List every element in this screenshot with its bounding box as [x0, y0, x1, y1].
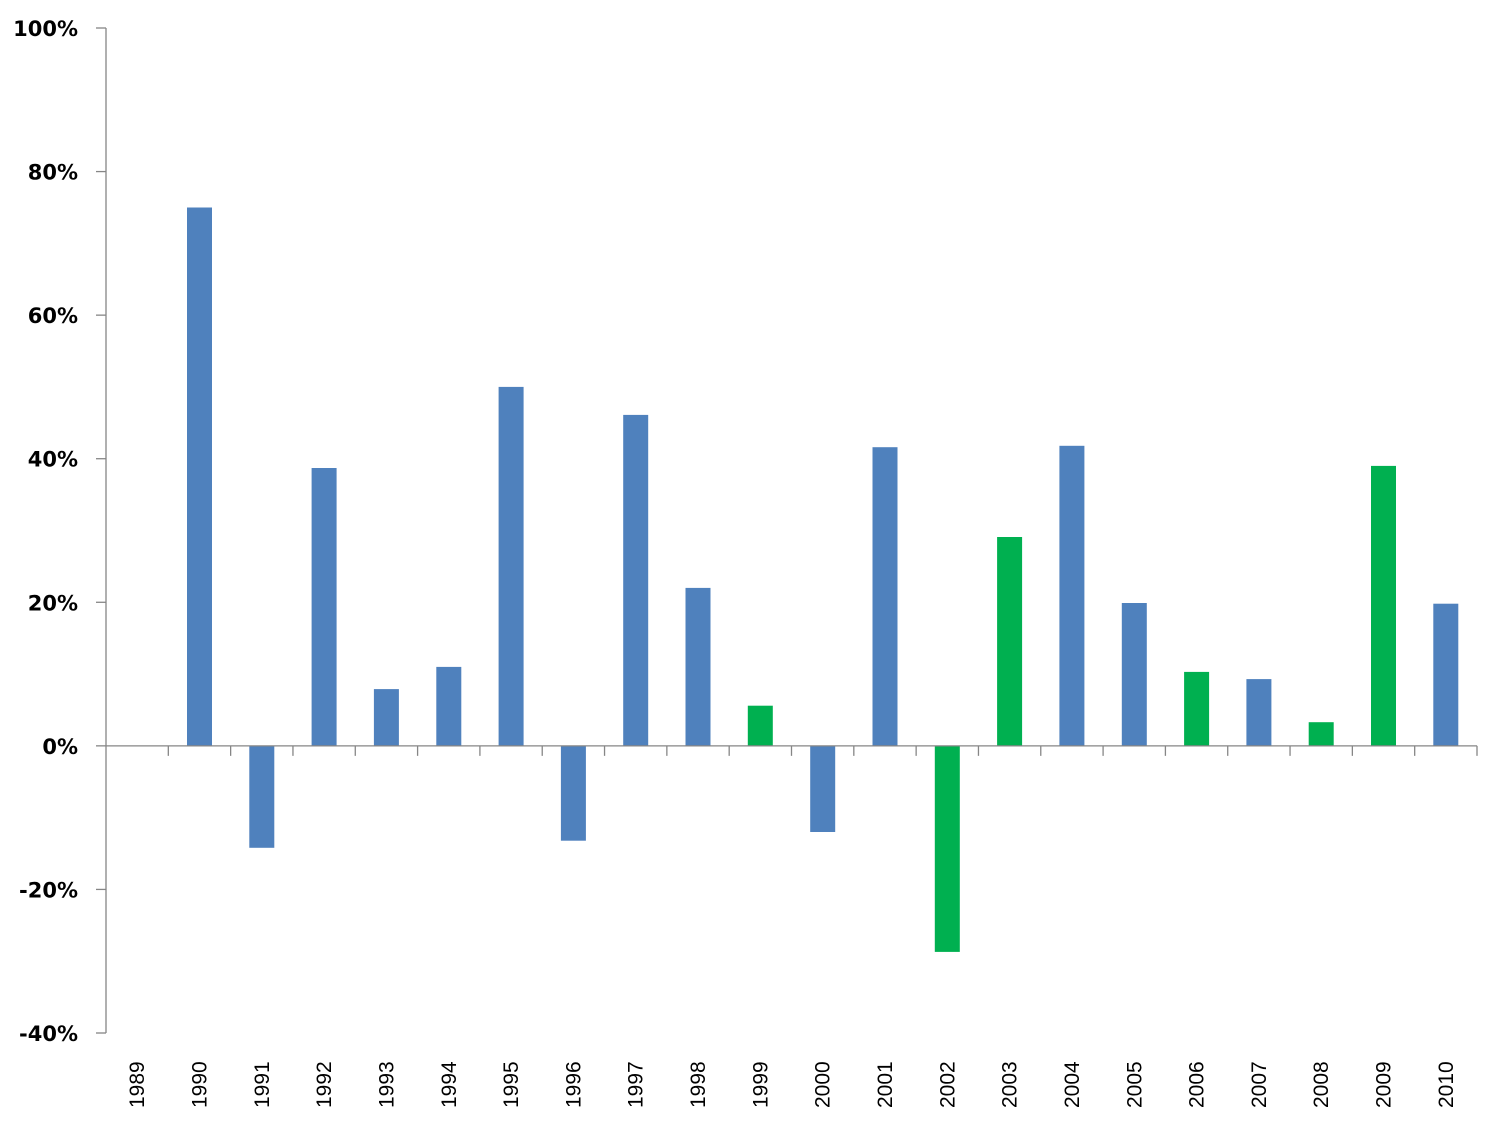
x-tick-label: 1997	[625, 1061, 648, 1108]
bar-2004	[1059, 445, 1085, 746]
bar-1995	[498, 386, 524, 746]
x-tick-label: 2004	[1061, 1061, 1084, 1108]
bar-2003	[997, 537, 1023, 746]
x-tick-label: 1989	[126, 1061, 149, 1108]
bar-2007	[1246, 679, 1272, 746]
bar-2009	[1371, 465, 1396, 746]
x-tick-label: 1999	[749, 1061, 772, 1108]
bars-group	[187, 207, 1459, 952]
y-tick-label: 20%	[28, 591, 78, 615]
y-tick-label: 60%	[28, 304, 78, 328]
x-tick-label: 1992	[313, 1061, 336, 1108]
x-tick-label: 2010	[1435, 1061, 1458, 1108]
bar-2010	[1433, 603, 1459, 746]
x-tick-label: 2002	[936, 1061, 959, 1108]
bar-1996	[560, 745, 586, 841]
bar-1991	[249, 745, 275, 848]
bar-2005	[1121, 603, 1147, 746]
bar-2002	[934, 745, 960, 952]
y-tick-label: 100%	[13, 17, 78, 41]
x-tick-label: 2008	[1310, 1061, 1333, 1108]
bar-1997	[623, 414, 649, 746]
x-tick-label: 1991	[251, 1061, 274, 1108]
y-axis: -40% -20% 0% 20% 40% 60% 80% 100%	[13, 17, 107, 1046]
bar-1990	[187, 207, 212, 746]
x-tick-label: 2007	[1248, 1061, 1271, 1108]
x-tick-label: 1998	[687, 1061, 710, 1108]
bar-2008	[1308, 722, 1334, 746]
bar-1992	[311, 468, 337, 746]
x-tick-label: 2000	[812, 1061, 835, 1108]
x-axis: 1989 1990 1991 1992 1993 1994 1995 1996 1997 1998…	[106, 745, 1478, 1108]
bar-1999	[747, 705, 773, 746]
x-tick-label: 1996	[562, 1061, 585, 1108]
y-tick-label: -40%	[19, 1022, 78, 1046]
bar-2006	[1184, 671, 1210, 746]
x-tick-label: 2003	[999, 1061, 1022, 1108]
x-tick-label: 1993	[375, 1061, 398, 1108]
y-tick-label: 0%	[42, 735, 78, 759]
y-tick-label: -20%	[19, 878, 78, 902]
bar-1994	[436, 666, 462, 746]
x-tick-label: 2006	[1186, 1061, 1209, 1108]
x-tick-label: 2009	[1373, 1061, 1396, 1108]
x-tick-label: 2001	[874, 1061, 897, 1108]
bar-2000	[810, 745, 836, 832]
x-tick-label: 1990	[188, 1061, 211, 1108]
bar-2001	[872, 447, 898, 746]
bar-1993	[373, 689, 399, 746]
x-tick-label: 2005	[1123, 1061, 1146, 1108]
bar-1998	[685, 587, 711, 746]
y-tick-label: 80%	[28, 161, 78, 185]
y-tick-label: 40%	[28, 448, 78, 472]
x-tick-label: 1995	[500, 1061, 523, 1108]
x-tick-label: 1994	[438, 1061, 461, 1108]
